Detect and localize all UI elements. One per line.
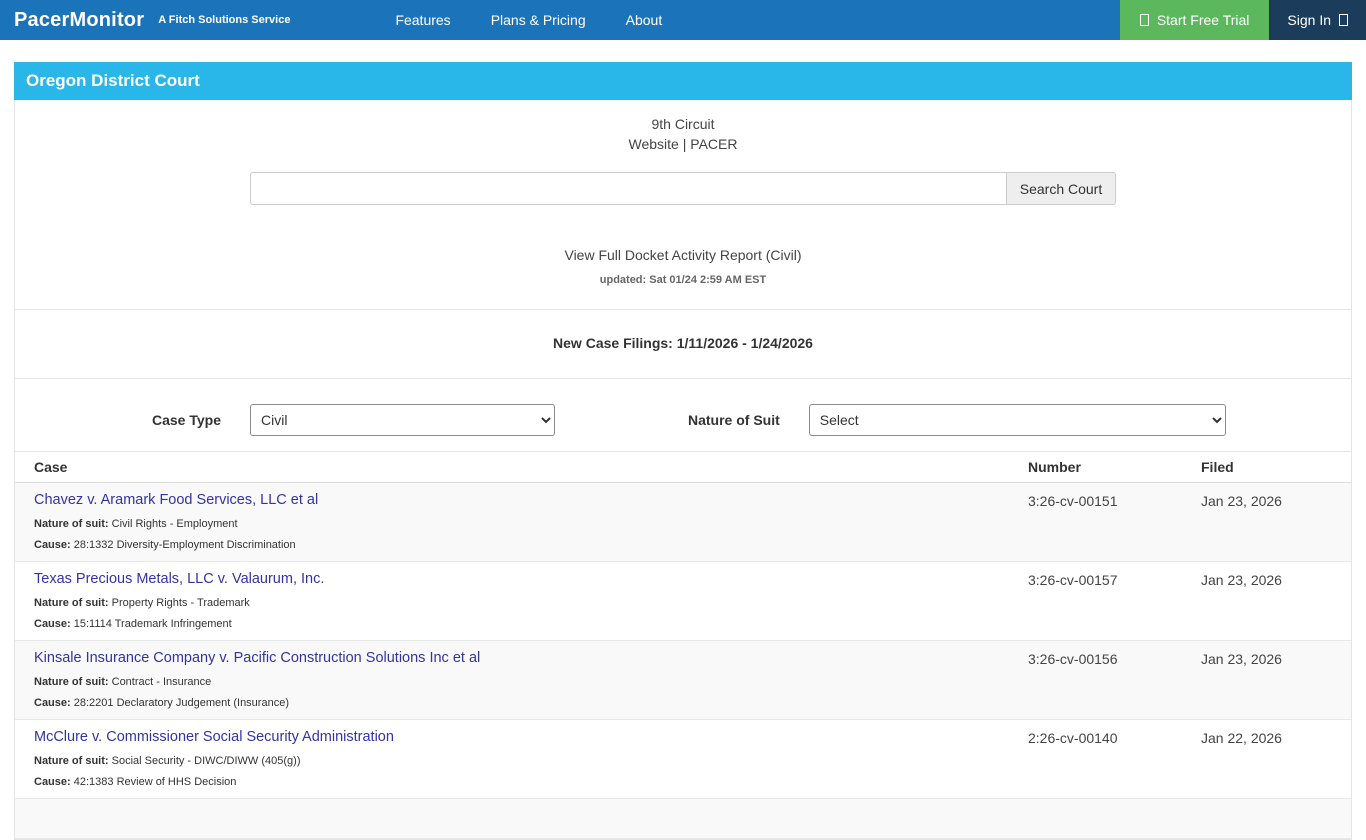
case-table-body: Chavez v. Aramark Food Services, LLC et … xyxy=(15,483,1351,799)
nav-links: Features Plans & Pricing About xyxy=(395,0,662,40)
cause-line: Cause: 28:1332 Diversity-Employment Disc… xyxy=(34,539,1018,551)
nature-of-suit-line: Nature of suit: Contract - Insurance xyxy=(34,676,1018,688)
link-separator: | xyxy=(682,136,687,152)
court-links: Website | PACER xyxy=(15,134,1351,154)
nature-of-suit-line: Nature of suit: Civil Rights - Employmen… xyxy=(34,518,1018,530)
nature-of-suit-value: Civil Rights - Employment xyxy=(111,518,238,530)
nature-of-suit-line: Nature of suit: Social Security - DIWC/D… xyxy=(34,755,1018,767)
nature-of-suit-prefix: Nature of suit: xyxy=(34,755,109,767)
header-filed: Filed xyxy=(1201,459,1234,475)
pacer-link[interactable]: PACER xyxy=(690,136,738,152)
docket-activity-report-link[interactable]: View Full Docket Activity Report (Civil) xyxy=(564,247,802,263)
nature-of-suit-select[interactable]: Select xyxy=(808,404,1226,436)
cause-value: 42:1383 Review of HHS Decision xyxy=(73,776,237,788)
cause-value: 28:2201 Declaratory Judgement (Insurance… xyxy=(73,697,289,709)
court-info-section: 9th Circuit Website | PACER Search Court… xyxy=(15,100,1351,309)
court-search-row: Search Court xyxy=(15,172,1351,205)
start-free-trial-label: Start Free Trial xyxy=(1156,12,1250,28)
nature-of-suit-value: Social Security - DIWC/DIWW (405(g)) xyxy=(111,755,301,767)
case-number: 3:26-cv-00156 xyxy=(1028,651,1118,667)
brand-logo[interactable]: PacerMonitor xyxy=(14,8,145,31)
nav-link-plans-pricing[interactable]: Plans & Pricing xyxy=(490,12,586,28)
cause-prefix: Cause: xyxy=(34,618,71,630)
brand-tagline: A Fitch Solutions Service xyxy=(158,14,291,26)
court-card: Oregon District Court 9th Circuit Websit… xyxy=(14,62,1352,840)
cause-prefix: Cause: xyxy=(34,697,71,709)
case-number: 3:26-cv-00151 xyxy=(1028,493,1118,509)
top-navbar: PacerMonitor A Fitch Solutions Service F… xyxy=(0,0,1366,40)
court-card-body: 9th Circuit Website | PACER Search Court… xyxy=(14,100,1352,840)
sign-in-icon xyxy=(1339,14,1348,26)
court-title: Oregon District Court xyxy=(14,62,1352,100)
cause-prefix: Cause: xyxy=(34,776,71,788)
header-number: Number xyxy=(1028,459,1081,475)
table-row: Kinsale Insurance Company v. Pacific Con… xyxy=(15,641,1351,720)
case-number: 2:26-cv-00140 xyxy=(1028,730,1118,746)
nature-of-suit-value: Property Rights - Trademark xyxy=(111,597,250,609)
nature-of-suit-prefix: Nature of suit: xyxy=(34,518,109,530)
navbar-right: Start Free Trial Sign In xyxy=(1119,0,1366,40)
cause-value: 15:1114 Trademark Infringement xyxy=(73,618,232,630)
sign-in-label: Sign In xyxy=(1287,12,1331,28)
nature-of-suit-prefix: Nature of suit: xyxy=(34,597,109,609)
start-free-trial-button[interactable]: Start Free Trial xyxy=(1119,0,1270,40)
cause-line: Cause: 15:1114 Trademark Infringement xyxy=(34,618,1018,630)
table-row-partial xyxy=(15,799,1351,839)
website-link[interactable]: Website xyxy=(628,136,679,152)
circuit-name: 9th Circuit xyxy=(651,116,715,132)
nature-of-suit-label: Nature of Suit xyxy=(688,412,780,428)
case-table-header: Case Number Filed xyxy=(15,451,1351,483)
table-row: Chavez v. Aramark Food Services, LLC et … xyxy=(15,483,1351,562)
case-title-link[interactable]: Texas Precious Metals, LLC v. Valaurum, … xyxy=(34,571,325,587)
cause-prefix: Cause: xyxy=(34,539,71,551)
new-case-filings-heading: New Case Filings: 1/11/2026 - 1/24/2026 xyxy=(553,335,813,351)
nature-of-suit-value: Contract - Insurance xyxy=(111,676,212,688)
nav-link-features[interactable]: Features xyxy=(395,12,451,28)
cause-line: Cause: 42:1383 Review of HHS Decision xyxy=(34,776,1018,788)
table-row: McClure v. Commissioner Social Security … xyxy=(15,720,1351,799)
updated-timestamp: updated: Sat 01/24 2:59 AM EST xyxy=(599,274,767,286)
nav-link-about[interactable]: About xyxy=(625,12,663,28)
case-cell: Chavez v. Aramark Food Services, LLC et … xyxy=(15,491,1028,551)
nature-of-suit-prefix: Nature of suit: xyxy=(34,676,109,688)
case-title-link[interactable]: Kinsale Insurance Company v. Pacific Con… xyxy=(34,650,481,666)
case-cell: Kinsale Insurance Company v. Pacific Con… xyxy=(15,649,1028,709)
case-number: 3:26-cv-00157 xyxy=(1028,572,1118,588)
case-filed-date: Jan 23, 2026 xyxy=(1201,651,1282,667)
sign-in-button[interactable]: Sign In xyxy=(1269,0,1366,40)
navbar-left: PacerMonitor A Fitch Solutions Service xyxy=(0,0,290,40)
case-filed-date: Jan 23, 2026 xyxy=(1201,572,1282,588)
case-cell: McClure v. Commissioner Social Security … xyxy=(15,728,1028,788)
cause-line: Cause: 28:2201 Declaratory Judgement (In… xyxy=(34,697,1018,709)
case-type-label: Case Type xyxy=(152,412,221,428)
trial-icon xyxy=(1139,14,1149,26)
court-search-input[interactable] xyxy=(250,172,1007,205)
case-title-link[interactable]: Chavez v. Aramark Food Services, LLC et … xyxy=(34,492,319,508)
table-row: Texas Precious Metals, LLC v. Valaurum, … xyxy=(15,562,1351,641)
cause-value: 28:1332 Diversity-Employment Discriminat… xyxy=(73,539,296,551)
case-cell: Texas Precious Metals, LLC v. Valaurum, … xyxy=(15,570,1028,630)
new-case-filings-banner: New Case Filings: 1/11/2026 - 1/24/2026 xyxy=(15,309,1351,379)
nature-of-suit-line: Nature of suit: Property Rights - Tradem… xyxy=(34,597,1018,609)
header-case: Case xyxy=(34,459,68,475)
case-filed-date: Jan 23, 2026 xyxy=(1201,493,1282,509)
case-title-link[interactable]: McClure v. Commissioner Social Security … xyxy=(34,729,394,745)
filters-row: Case Type Civil Nature of Suit Select xyxy=(15,379,1351,451)
search-court-button[interactable]: Search Court xyxy=(1007,172,1116,205)
case-filed-date: Jan 22, 2026 xyxy=(1201,730,1282,746)
case-type-select[interactable]: Civil xyxy=(250,404,555,436)
